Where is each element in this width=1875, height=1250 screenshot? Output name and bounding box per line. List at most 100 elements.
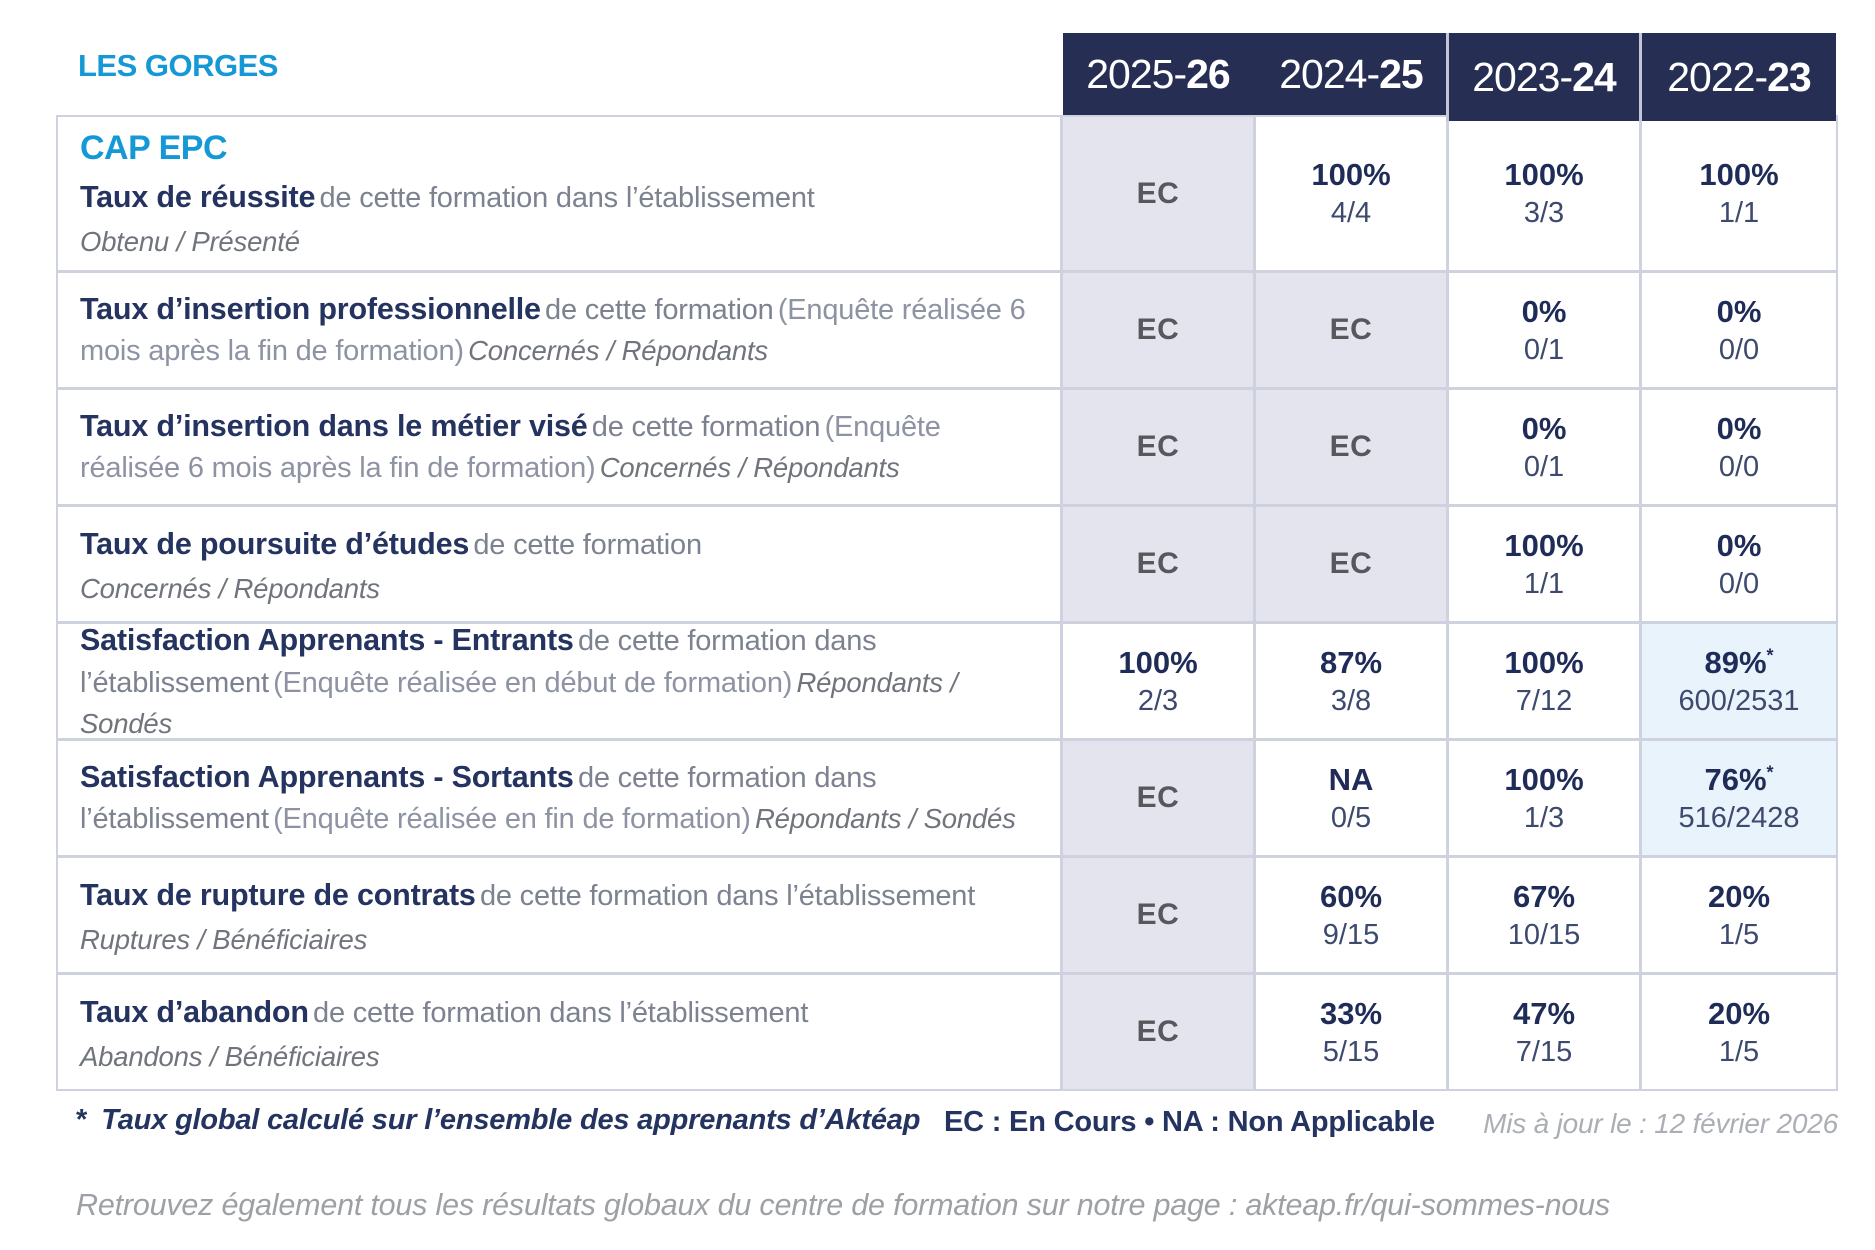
- value-cell: 87% 3/8: [1256, 624, 1446, 738]
- indicator-desc: de cette formation dans l’établissement: [80, 625, 877, 699]
- year-header-2022-23: 2022-23: [1642, 33, 1836, 121]
- year-pre: 2022-: [1667, 53, 1768, 100]
- indicator-title: Taux d’insertion dans le métier visé: [80, 408, 588, 443]
- indicator-subline: Concernés / Répondants: [599, 452, 900, 484]
- row-label-rupture-contrats: Taux de rupture de contrats de cette for…: [58, 858, 1060, 972]
- indicator-desc: de cette formation: [473, 528, 702, 561]
- value-cell: 100% 1/1: [1449, 507, 1639, 621]
- indicator-subline: Abandons / Bénéficiaires: [80, 1041, 380, 1073]
- fraction: 516/2428: [1678, 801, 1800, 834]
- asterisk-marker: *: [1766, 762, 1774, 783]
- percentage: 0%: [1716, 293, 1762, 329]
- value-cell: 100% 2/3: [1063, 624, 1253, 738]
- percentage: 100%: [1504, 761, 1584, 797]
- indicator-desc: de cette formation dans l’établissement: [313, 996, 809, 1029]
- percentage: 76%: [1704, 761, 1767, 797]
- abbreviations-legend: EC : En Cours • NA : Non Applicable: [944, 1106, 1435, 1138]
- value-cell: 100% 3/3: [1449, 117, 1639, 270]
- indicator-desc: de cette formation: [591, 410, 821, 443]
- value-cell-global: 76%* 516/2428: [1642, 741, 1836, 855]
- year-pre: 2024-: [1279, 50, 1380, 97]
- indicator-title: Taux de réussite: [80, 179, 316, 214]
- year-header-2023-24: 2023-24: [1449, 33, 1639, 121]
- fraction: 7/15: [1515, 1035, 1573, 1068]
- ec-badge: EC: [1329, 547, 1373, 580]
- indicator-title: Taux de poursuite d’études: [80, 526, 470, 561]
- value-cell: EC: [1063, 117, 1253, 270]
- percentage: 47%: [1512, 995, 1576, 1031]
- global-rate-footnote: * Taux global calculé sur l’ensemble des …: [76, 1104, 920, 1137]
- value-cell: 20% 1/5: [1642, 858, 1836, 972]
- value-cell: 47% 7/15: [1449, 975, 1639, 1089]
- indicator-subline: Ruptures / Bénéficiaires: [80, 924, 368, 956]
- percentage: 0%: [1716, 527, 1762, 563]
- percentage: 89%: [1704, 644, 1767, 680]
- fraction: 1/1: [1718, 197, 1760, 230]
- ec-badge: EC: [1136, 547, 1180, 580]
- row-label-insertion-metier: Taux d’insertion dans le métier visé de …: [58, 390, 1060, 504]
- fraction: 1/3: [1523, 801, 1565, 834]
- asterisk-marker: *: [76, 1104, 88, 1136]
- ec-badge: EC: [1136, 430, 1180, 463]
- value-cell: EC: [1063, 390, 1253, 504]
- percentage: 33%: [1319, 995, 1383, 1031]
- row-label-abandon: Taux d’abandon de cette formation dans l…: [58, 975, 1060, 1089]
- program-title: CAP EPC: [80, 128, 228, 167]
- indicator-desc: de cette formation dans l’établissement: [479, 879, 976, 912]
- year-pre: 2025-: [1086, 50, 1187, 97]
- percentage: 60%: [1319, 878, 1383, 914]
- indicator-title: Taux de rupture de contrats: [80, 877, 476, 912]
- fraction: 0/1: [1523, 450, 1565, 483]
- last-updated-date: Mis à jour le : 12 février 2026: [1483, 1108, 1838, 1139]
- asterisk-marker: *: [1766, 645, 1774, 666]
- indicator-subline: Répondants / Sondés: [80, 666, 958, 738]
- ec-badge: EC: [1329, 313, 1373, 346]
- results-table: CAP EPC Taux de réussite de cette format…: [56, 115, 1838, 1091]
- row-label-taux-reussite: CAP EPC Taux de réussite de cette format…: [58, 117, 1060, 270]
- fraction: 0/1: [1523, 333, 1565, 366]
- footnote-text: Taux global calculé sur l’ensemble des a…: [101, 1104, 921, 1136]
- indicator-desc: de cette formation dans l’établissement: [319, 181, 815, 214]
- fraction: 3/8: [1330, 684, 1372, 717]
- ec-badge: EC: [1136, 781, 1180, 814]
- percentage: 0%: [1716, 410, 1762, 446]
- year-suf: 26: [1186, 50, 1231, 97]
- value-cell: 100% 1/1: [1642, 117, 1836, 270]
- fraction: 0/0: [1718, 450, 1760, 483]
- row-label-satisfaction-entrants: Satisfaction Apprenants - Entrants de ce…: [58, 624, 1060, 738]
- ec-badge: EC: [1136, 898, 1180, 931]
- value-cell: 0% 0/0: [1642, 390, 1836, 504]
- percentage: 100%: [1118, 644, 1198, 680]
- value-cell: EC: [1063, 273, 1253, 387]
- row-label-insertion-professionnelle: Taux d’insertion professionnelle de cett…: [58, 273, 1060, 387]
- percentage: 20%: [1707, 878, 1771, 914]
- indicator-title: Satisfaction Apprenants - Sortants: [80, 759, 574, 794]
- indicator-subline: Concernés / Répondants: [468, 335, 768, 367]
- indicator-paren: (Enquête réalisée 6 mois après la fin de…: [80, 410, 941, 485]
- indicator-title: Taux d’abandon: [80, 994, 309, 1029]
- fraction: 0/5: [1330, 801, 1372, 834]
- indicator-paren: (Enquête réalisée en début de formation): [273, 666, 793, 699]
- value-cell-global: 89%* 600/2531: [1642, 624, 1836, 738]
- indicator-subline: Concernés / Répondants: [80, 573, 380, 605]
- fraction: 7/12: [1515, 684, 1573, 717]
- value-cell: 67% 10/15: [1449, 858, 1639, 972]
- fraction: 2/3: [1137, 684, 1179, 717]
- fraction: 600/2531: [1678, 684, 1800, 717]
- fraction: 5/15: [1322, 1035, 1380, 1068]
- year-suf: 24: [1572, 53, 1617, 100]
- percentage: 67%: [1512, 878, 1576, 914]
- row-label-satisfaction-sortants: Satisfaction Apprenants - Sortants de ce…: [58, 741, 1060, 855]
- fraction: 10/15: [1507, 918, 1581, 951]
- global-results-link-text: Retrouvez également tous les résultats g…: [76, 1188, 1610, 1222]
- percentage: 0%: [1521, 293, 1567, 329]
- school-name: LES GORGES: [78, 48, 278, 83]
- indicator-paren: (Enquête réalisée en fin de formation): [273, 803, 751, 836]
- fraction: 1/5: [1718, 918, 1760, 951]
- year-header-2024-25: 2024-25: [1256, 51, 1446, 98]
- value-cell: 0% 0/1: [1449, 273, 1639, 387]
- value-cell: EC: [1063, 858, 1253, 972]
- fraction: 3/3: [1523, 197, 1565, 230]
- percentage: 100%: [1699, 157, 1779, 192]
- fraction: 1/1: [1523, 567, 1565, 600]
